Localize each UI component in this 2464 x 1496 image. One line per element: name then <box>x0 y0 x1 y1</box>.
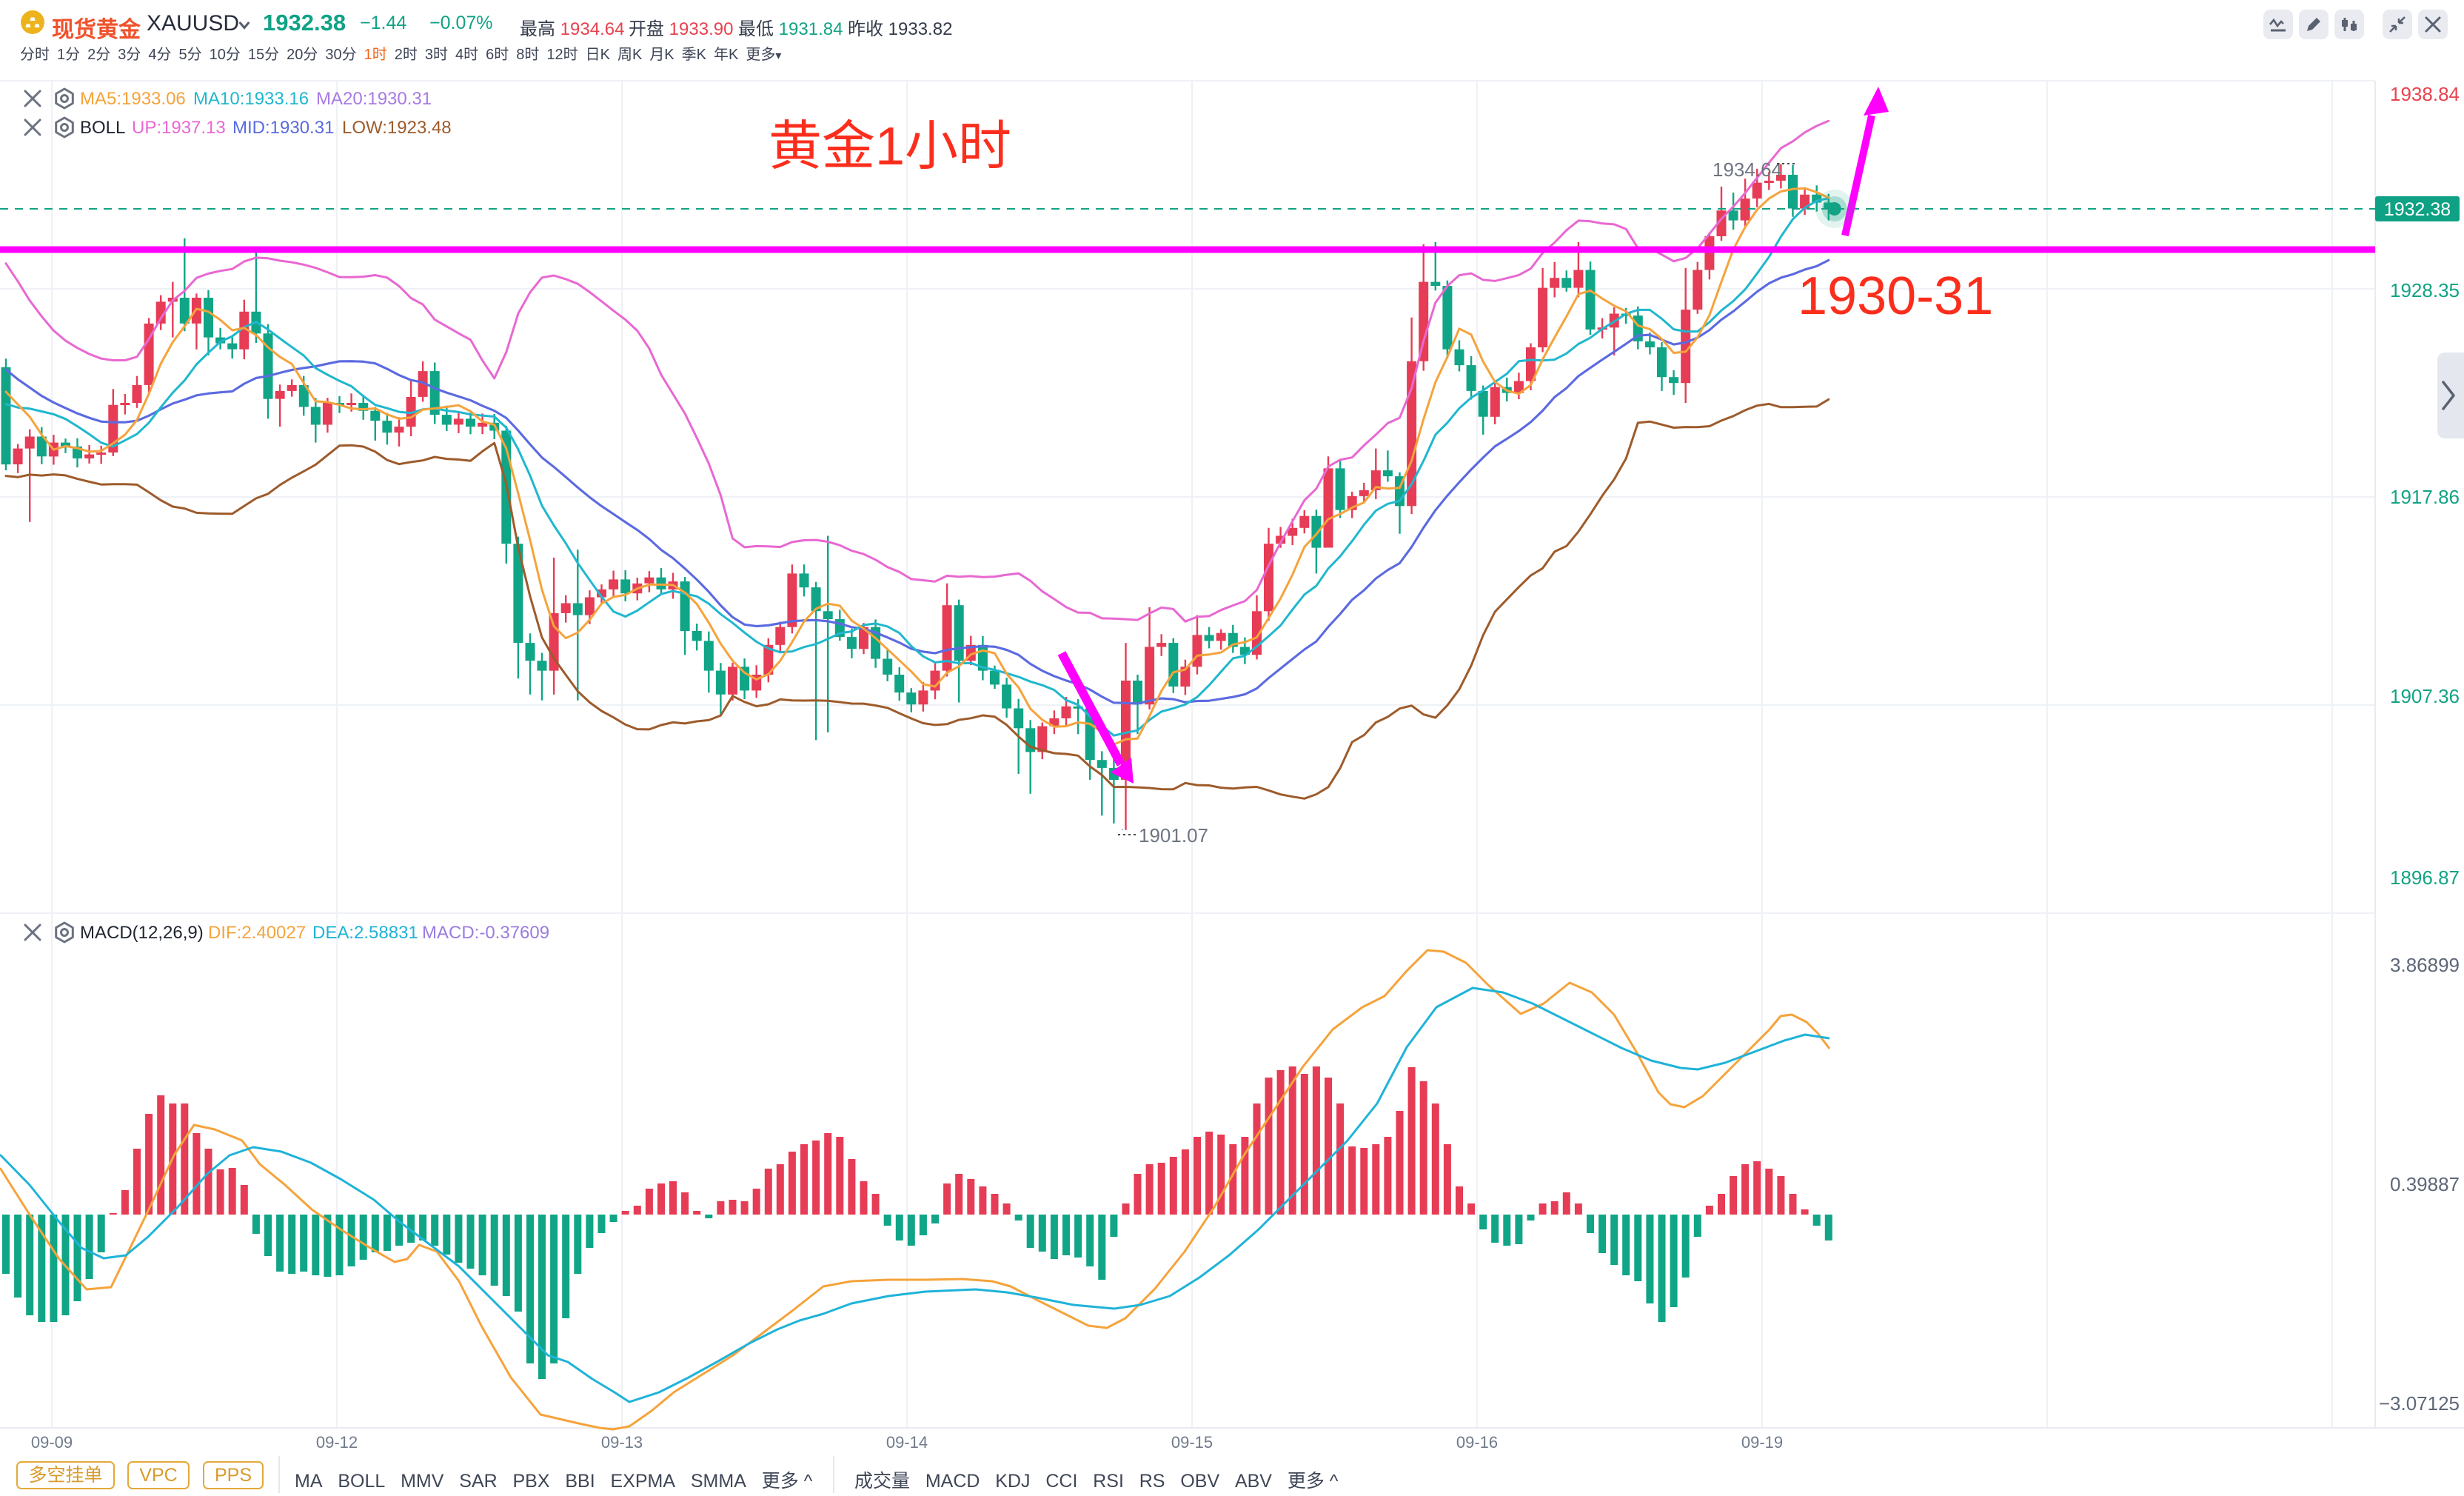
svg-text:1932.38: 1932.38 <box>2384 199 2451 220</box>
svg-text:DIF:2.40027: DIF:2.40027 <box>208 923 306 943</box>
svg-text:3.86899: 3.86899 <box>2390 954 2460 976</box>
svg-text:MID:1930.31: MID:1930.31 <box>232 118 334 138</box>
svg-text:1901.07: 1901.07 <box>1139 824 1208 846</box>
svg-text:1930-31: 1930-31 <box>1798 267 1993 326</box>
svg-text:1896.87: 1896.87 <box>2390 866 2460 889</box>
svg-text:09-19: 09-19 <box>1741 1433 1783 1452</box>
svg-text:0.39887: 0.39887 <box>2390 1173 2460 1195</box>
svg-text:MACD:-0.37609: MACD:-0.37609 <box>422 923 549 943</box>
svg-text:MACD(12,26,9): MACD(12,26,9) <box>80 923 204 943</box>
svg-text:1917.86: 1917.86 <box>2390 486 2460 508</box>
svg-text:DEA:2.58831: DEA:2.58831 <box>312 923 418 943</box>
svg-text:LOW:1923.48: LOW:1923.48 <box>342 118 452 138</box>
svg-text:1907.36: 1907.36 <box>2390 685 2460 707</box>
svg-text:MA20:1930.31: MA20:1930.31 <box>316 89 432 109</box>
svg-text:09-12: 09-12 <box>316 1433 358 1452</box>
svg-text:−3.07125: −3.07125 <box>2379 1392 2460 1415</box>
svg-text:UP:1937.13: UP:1937.13 <box>132 118 226 138</box>
svg-text:黄金1小时: 黄金1小时 <box>769 117 1011 176</box>
svg-text:MA10:1933.16: MA10:1933.16 <box>193 89 309 109</box>
svg-text:09-13: 09-13 <box>601 1433 643 1452</box>
svg-text:09-09: 09-09 <box>31 1433 73 1452</box>
svg-text:MA5:1933.06: MA5:1933.06 <box>80 89 186 109</box>
svg-text:BOLL: BOLL <box>80 118 125 138</box>
svg-text:09-15: 09-15 <box>1171 1433 1213 1452</box>
svg-text:1938.84: 1938.84 <box>2390 83 2460 105</box>
svg-text:09-14: 09-14 <box>886 1433 928 1452</box>
svg-text:09-16: 09-16 <box>1456 1433 1498 1452</box>
svg-text:1928.35: 1928.35 <box>2390 279 2460 301</box>
svg-text:1934.64: 1934.64 <box>1713 158 1782 181</box>
